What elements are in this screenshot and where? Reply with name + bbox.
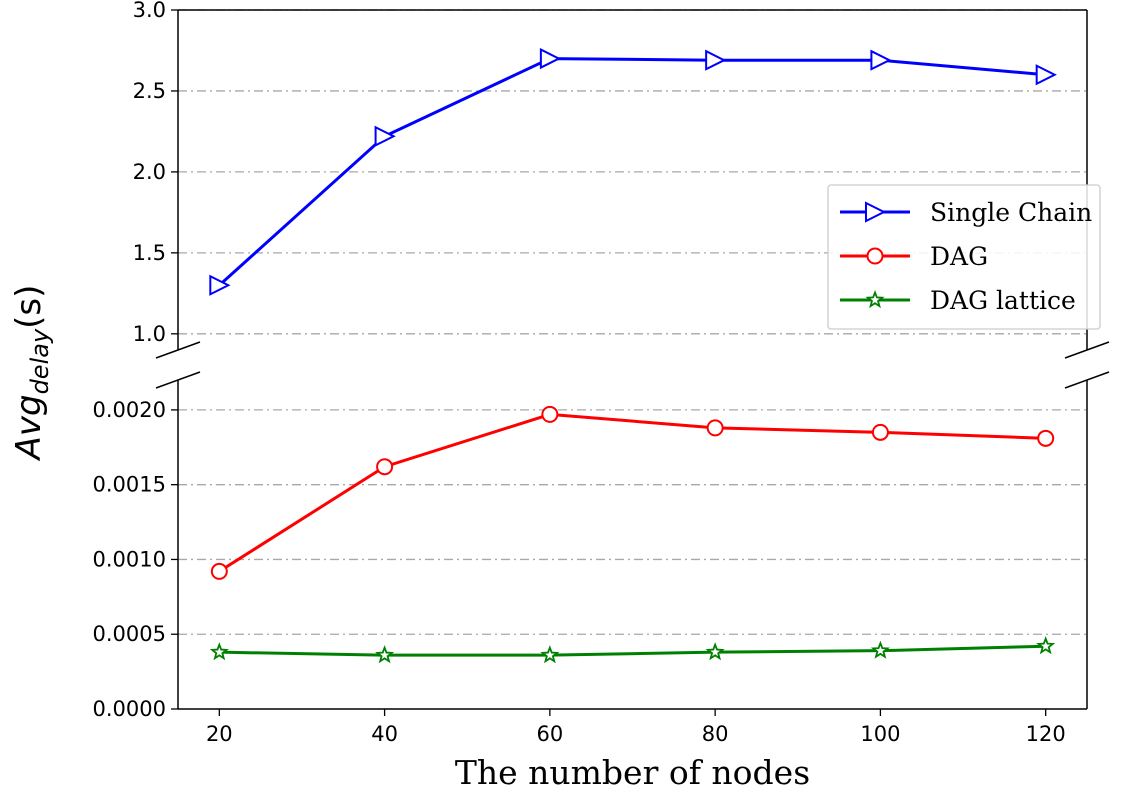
data-point-single-chain <box>870 49 892 71</box>
x-tick-label: 20 <box>206 722 233 746</box>
data-point-dag <box>1037 429 1055 447</box>
data-point-dag-lattice <box>1036 636 1056 655</box>
data-point-single-chain <box>374 125 396 147</box>
series-line-dag-lattice <box>219 644 1046 657</box>
data-point-single-chain <box>539 47 562 70</box>
data-point-dag-lattice <box>209 642 229 661</box>
y-tick-label: 0.0015 <box>93 473 166 497</box>
data-point-dag-lattice <box>540 645 560 664</box>
x-axis-label: The number of nodes <box>455 753 810 791</box>
axis-break-mark <box>155 371 201 389</box>
legend-box <box>827 184 1101 330</box>
y-axis-label: Avgdelay(s) <box>9 285 54 462</box>
series-dag-lattice <box>209 636 1056 664</box>
y-tick-label: 3.0 <box>133 0 166 22</box>
series-line-dag <box>218 412 1046 573</box>
y-tick-label: 2.5 <box>133 79 166 103</box>
y-tick-label: 0.0010 <box>93 547 166 571</box>
y-tick-label: 0.0000 <box>93 697 166 721</box>
data-point-dag-lattice <box>375 645 395 664</box>
y-tick-label: 1.5 <box>133 241 166 265</box>
data-point-dag <box>210 562 228 580</box>
data-point-single-chain <box>705 49 727 71</box>
series-dag <box>210 405 1055 580</box>
x-tick-label: 60 <box>536 722 563 746</box>
legend-label-dag: DAG <box>930 242 988 271</box>
y-label-subscript: delay <box>26 328 54 394</box>
y-tick-label: 2.0 <box>133 160 166 184</box>
axes: 1.0 1.5 2.0 2.5 3.0 0.0000 0.0005 0.0010 0.0015 0… <box>93 0 1110 746</box>
series <box>209 47 1057 664</box>
legend-marker-single-chain <box>865 201 887 223</box>
legend-label-single-chain: Single Chain <box>930 198 1092 227</box>
y-label-base: Avg <box>9 394 49 461</box>
series-single-chain <box>209 47 1057 296</box>
x-tick-label: 40 <box>371 722 398 746</box>
data-point-dag-lattice <box>870 640 890 659</box>
legend-marker-dag <box>866 247 884 265</box>
axis-break-mark <box>1064 371 1110 389</box>
x-tick-label: 80 <box>702 722 729 746</box>
axis-break-mark <box>1064 341 1110 359</box>
x-tick-label: 100 <box>860 722 900 746</box>
data-point-single-chain <box>1035 64 1057 86</box>
legend-marker-dag-lattice <box>865 289 885 309</box>
data-point-dag <box>541 405 559 423</box>
axis-break-mark <box>155 341 201 359</box>
legend: Single Chain DAG DAG lattice <box>827 184 1101 330</box>
data-point-dag <box>706 419 724 437</box>
y-tick-label: 1.0 <box>133 322 166 346</box>
x-tick-label: 120 <box>1026 722 1066 746</box>
data-point-dag-lattice <box>705 642 725 661</box>
data-point-single-chain <box>209 274 231 296</box>
y-label-unit: (s) <box>9 285 49 329</box>
data-point-dag <box>871 423 889 441</box>
series-line-single-chain <box>218 57 1046 287</box>
y-tick-label: 0.0005 <box>93 622 166 646</box>
y-tick-label: 0.0020 <box>93 398 166 422</box>
legend-label-dag-lattice: DAG lattice <box>930 286 1076 315</box>
data-point-dag <box>376 458 394 476</box>
